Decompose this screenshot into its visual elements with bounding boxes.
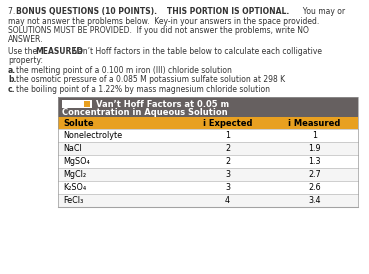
Text: Nonelectrolyte: Nonelectrolyte bbox=[63, 131, 122, 140]
Text: K₂SO₄: K₂SO₄ bbox=[63, 183, 86, 192]
Text: 3.4: 3.4 bbox=[308, 196, 321, 205]
Bar bbox=[62, 100, 92, 108]
Text: 2: 2 bbox=[225, 144, 230, 153]
Bar bbox=[58, 155, 358, 168]
Text: 1: 1 bbox=[312, 131, 317, 140]
Text: i Expected: i Expected bbox=[203, 119, 252, 128]
Text: MgCl₂: MgCl₂ bbox=[63, 170, 86, 179]
Text: You may or: You may or bbox=[298, 7, 345, 16]
Text: 4: 4 bbox=[225, 196, 230, 205]
Text: 3: 3 bbox=[225, 170, 230, 179]
Text: Concentration in Aqueous Solution: Concentration in Aqueous Solution bbox=[62, 108, 228, 117]
Text: b.: b. bbox=[8, 75, 16, 84]
Bar bbox=[58, 97, 358, 207]
Bar bbox=[58, 117, 358, 129]
Text: BONUS QUESTIONS (10 POINTS).: BONUS QUESTIONS (10 POINTS). bbox=[16, 7, 157, 16]
Text: 1.3: 1.3 bbox=[308, 157, 321, 166]
Text: the melting point of a 0.100 m iron (III) chloride solution: the melting point of a 0.100 m iron (III… bbox=[16, 66, 232, 75]
Text: Van’t Hoff Factors at 0.05 m: Van’t Hoff Factors at 0.05 m bbox=[96, 100, 229, 109]
Text: may not answer the problems below.  Key-in your answers in the space provided.: may not answer the problems below. Key-i… bbox=[8, 16, 319, 25]
Text: SOLUTIONS MUST BE PROVIDED.  If you did not answer the problems, write NO: SOLUTIONS MUST BE PROVIDED. If you did n… bbox=[8, 26, 309, 35]
Text: Solute: Solute bbox=[63, 119, 94, 128]
Text: Van’t Hoff factors in the table below to calculate each colligative: Van’t Hoff factors in the table below to… bbox=[71, 47, 322, 56]
Text: i Measured: i Measured bbox=[288, 119, 341, 128]
Text: MgSO₄: MgSO₄ bbox=[63, 157, 90, 166]
Text: ANSWER.: ANSWER. bbox=[8, 36, 44, 44]
Bar bbox=[84, 101, 90, 107]
Bar bbox=[58, 194, 358, 207]
Bar bbox=[58, 97, 358, 117]
Text: the osmotic pressure of a 0.085 M potassium sulfate solution at 298 K: the osmotic pressure of a 0.085 M potass… bbox=[16, 75, 285, 84]
Text: MEASURED: MEASURED bbox=[35, 47, 83, 56]
Bar bbox=[58, 181, 358, 194]
Bar bbox=[58, 142, 358, 155]
Text: 1: 1 bbox=[225, 131, 230, 140]
Text: 1.9: 1.9 bbox=[308, 144, 321, 153]
Text: the boiling point of a 1.22% by mass magnesium chloride solution: the boiling point of a 1.22% by mass mag… bbox=[16, 85, 270, 94]
Text: 2.7: 2.7 bbox=[308, 170, 321, 179]
Text: 2.6: 2.6 bbox=[308, 183, 321, 192]
Bar bbox=[58, 168, 358, 181]
Text: Use the: Use the bbox=[8, 47, 39, 56]
Bar bbox=[58, 129, 358, 142]
Text: FeCl₃: FeCl₃ bbox=[63, 196, 83, 205]
Text: 2: 2 bbox=[225, 157, 230, 166]
Text: a.: a. bbox=[8, 66, 16, 75]
Text: THIS PORTION IS OPTIONAL.: THIS PORTION IS OPTIONAL. bbox=[159, 7, 289, 16]
Text: 7.: 7. bbox=[8, 7, 18, 16]
Text: property:: property: bbox=[8, 56, 43, 65]
Text: 3: 3 bbox=[225, 183, 230, 192]
Text: c.: c. bbox=[8, 85, 15, 94]
Text: NaCl: NaCl bbox=[63, 144, 82, 153]
